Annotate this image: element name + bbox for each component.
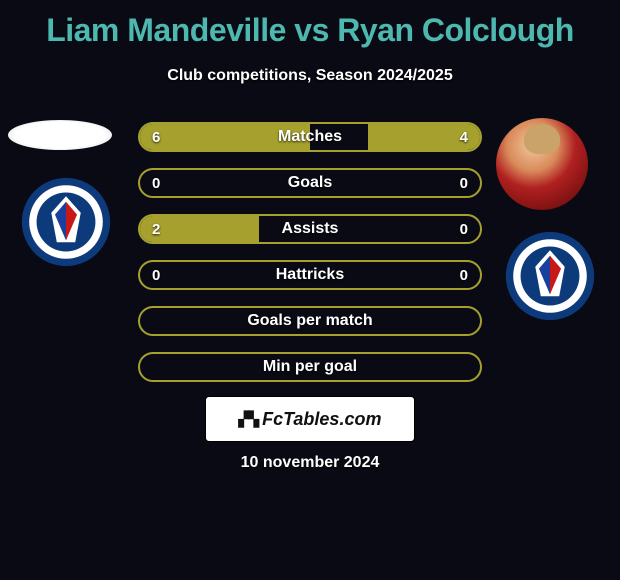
stat-bars-container: Matches64Goals00Assists20Hattricks00Goal… <box>138 122 482 398</box>
stat-bar-value-left: 0 <box>152 262 160 288</box>
player2-name: Ryan Colclough <box>337 12 574 48</box>
stat-bar-label: Goals <box>140 170 480 196</box>
stat-bar-label: Min per goal <box>140 354 480 380</box>
stat-bar-value-left: 6 <box>152 124 160 150</box>
source-badge: ▞▚ FcTables.com <box>205 396 415 442</box>
stat-bar-label: Matches <box>140 124 480 150</box>
stat-bar: Matches6 4 <box>138 122 482 152</box>
stat-bar-label: Hattricks <box>140 262 480 288</box>
player1-avatar <box>8 120 112 150</box>
stat-bar-label: Goals per match <box>140 308 480 334</box>
player2-club-crest <box>504 230 596 322</box>
stat-bar-value-left: 0 <box>152 170 160 196</box>
stat-bar: Assists2 0 <box>138 214 482 244</box>
stat-bar-value-right: 0 <box>460 216 468 242</box>
player1-name: Liam Mandeville <box>46 12 286 48</box>
footer-date: 10 november 2024 <box>0 454 620 472</box>
comparison-title: Liam Mandeville vs Ryan Colclough <box>0 0 620 49</box>
source-site: FcTables.com <box>262 409 381 430</box>
stat-bar: Hattricks0 0 <box>138 260 482 290</box>
stat-bar-value-left: 2 <box>152 216 160 242</box>
player1-club-crest <box>20 176 112 268</box>
stat-bar-value-right: 4 <box>460 124 468 150</box>
player2-avatar <box>496 118 588 210</box>
stat-bar: Goals0 0 <box>138 168 482 198</box>
stat-bar-value-right: 0 <box>460 262 468 288</box>
stat-bar-label: Assists <box>140 216 480 242</box>
stat-bar-value-right: 0 <box>460 170 468 196</box>
subtitle: Club competitions, Season 2024/2025 <box>0 67 620 85</box>
vs-separator: vs <box>294 12 329 48</box>
source-logo-icon: ▞▚ <box>239 411 259 428</box>
stat-bar: Min per goal <box>138 352 482 382</box>
stat-bar: Goals per match <box>138 306 482 336</box>
